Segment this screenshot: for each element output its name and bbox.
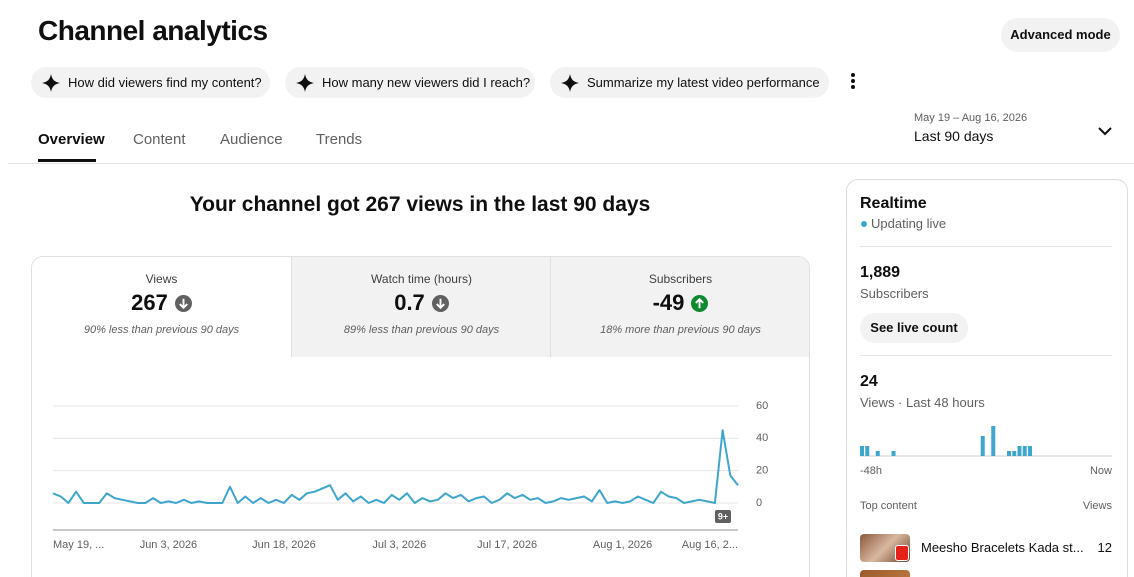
views-label: Views · Last 48 hours bbox=[860, 395, 985, 410]
metric-label: Views bbox=[145, 272, 178, 286]
suggestion-chip[interactable]: How many new viewers did I reach? bbox=[285, 67, 535, 98]
views-header: Views bbox=[1082, 500, 1112, 512]
tab[interactable]: Audience bbox=[220, 131, 283, 148]
sparkle-icon bbox=[296, 73, 314, 92]
page-title: Channel analytics bbox=[38, 15, 268, 46]
trend-up-icon bbox=[691, 294, 709, 312]
metric-change: 18% more than previous 90 days bbox=[600, 324, 761, 336]
trend-down-icon bbox=[431, 294, 449, 312]
metric-tab[interactable]: Views 267 90% less than previous 90 days bbox=[32, 257, 291, 357]
metrics-card: Views 267 90% less than previous 90 days… bbox=[31, 256, 810, 577]
metric-tab[interactable]: Subscribers -49 18% more than previous 9… bbox=[550, 257, 809, 357]
date-range[interactable]: May 19 – Aug 16, 2026 bbox=[914, 112, 1028, 124]
metric-label: Subscribers bbox=[648, 272, 713, 286]
live-dot bbox=[861, 221, 867, 227]
metric-label: Watch time (hours) bbox=[371, 272, 472, 286]
video-views: 12 bbox=[1097, 540, 1112, 555]
video-title[interactable]: Meesho Bracelets Kada st... bbox=[921, 540, 1084, 555]
live-count-button[interactable]: See live count bbox=[860, 313, 968, 343]
more-menu[interactable] bbox=[846, 71, 860, 91]
suggestion-chip[interactable]: Summarize my latest video performance bbox=[550, 67, 829, 98]
metric-tab[interactable]: Watch time (hours) 0.7 89% less than pre… bbox=[291, 257, 551, 357]
date-period[interactable]: Last 90 days bbox=[914, 128, 994, 144]
tab[interactable]: Content bbox=[133, 131, 186, 148]
divider bbox=[8, 163, 1134, 164]
suggestion-chip[interactable]: How did viewers find my content? bbox=[31, 67, 270, 98]
views-count: 24 bbox=[860, 373, 878, 390]
metric-value: 0.7 bbox=[394, 290, 425, 315]
shorts-badge bbox=[895, 545, 909, 561]
suggestion-text: How many new viewers did I reach? bbox=[322, 75, 531, 90]
divider bbox=[860, 355, 1112, 356]
metric-value: 267 bbox=[131, 290, 168, 315]
divider bbox=[860, 246, 1112, 247]
tab[interactable]: Trends bbox=[316, 131, 363, 148]
metric-change: 89% less than previous 90 days bbox=[343, 324, 500, 336]
sparkle-icon bbox=[42, 73, 60, 92]
tab-underline bbox=[38, 159, 96, 162]
subscriber-count: 1,889 bbox=[860, 264, 901, 281]
suggestion-text: Summarize my latest video performance bbox=[587, 75, 820, 90]
trend-down-icon bbox=[174, 294, 192, 312]
sparkle-icon bbox=[561, 73, 579, 92]
subscriber-label: Subscribers bbox=[860, 286, 929, 301]
video-thumbnail[interactable] bbox=[860, 570, 910, 577]
metric-value: -49 bbox=[652, 290, 685, 315]
top-content-title: Top content bbox=[860, 500, 917, 512]
realtime-title: Realtime bbox=[860, 195, 927, 212]
tab[interactable]: Overview bbox=[38, 131, 105, 148]
live-status: Updating live bbox=[871, 216, 947, 231]
dropdown-chevron[interactable] bbox=[1097, 124, 1113, 138]
advanced-mode-button[interactable]: Advanced mode bbox=[1001, 18, 1120, 52]
metric-change: 90% less than previous 90 days bbox=[83, 324, 240, 336]
headline: Your channel got 267 views in the last 9… bbox=[189, 193, 651, 216]
realtime-card bbox=[846, 179, 1128, 577]
suggestion-text: How did viewers find my content? bbox=[68, 75, 262, 90]
